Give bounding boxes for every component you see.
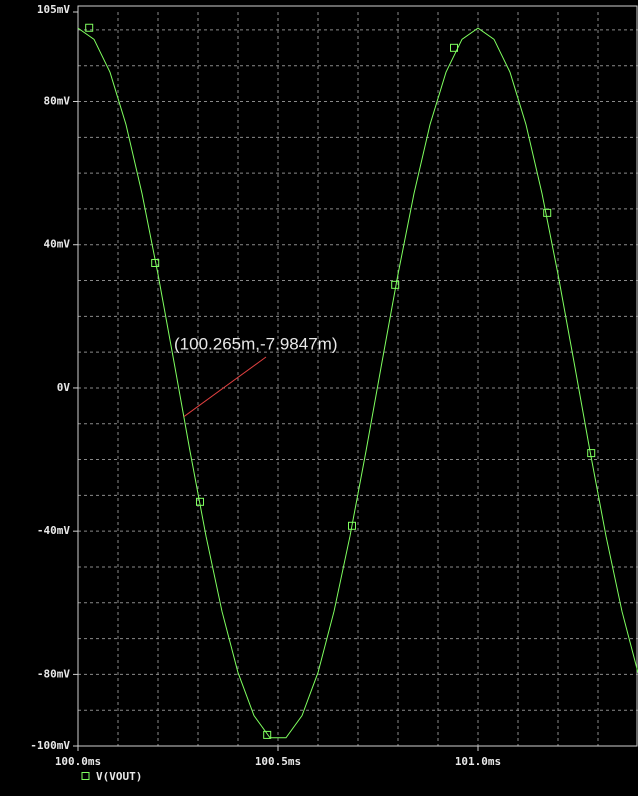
series-marker bbox=[450, 43, 458, 52]
x-tick-label: 101.0ms bbox=[455, 755, 501, 768]
y-tick-label: 0V bbox=[57, 381, 71, 394]
series-marker bbox=[151, 258, 160, 267]
series-marker bbox=[348, 521, 356, 530]
series-line bbox=[77, 27, 638, 739]
y-tick-label: 105mV bbox=[37, 3, 70, 16]
annotation-leader bbox=[183, 356, 267, 417]
series-marker bbox=[543, 208, 552, 217]
series-marker bbox=[196, 497, 204, 506]
y-tick-label: 80mV bbox=[44, 95, 71, 108]
y-tick-label: -80mV bbox=[37, 667, 70, 680]
y-tick-label: 40mV bbox=[44, 238, 71, 251]
y-tick-label: -40mV bbox=[37, 524, 70, 537]
x-tick-label: 100.0ms bbox=[55, 755, 101, 768]
series-marker bbox=[391, 280, 400, 289]
series-marker bbox=[263, 730, 272, 739]
plot-border bbox=[77, 5, 638, 747]
legend-label: V(VOUT) bbox=[96, 770, 142, 783]
annotation-label: (100.265m,-7.9847m) bbox=[174, 334, 337, 353]
x-tick-label: 100.5ms bbox=[255, 755, 301, 768]
plot bbox=[77, 23, 638, 739]
y-tick-label: -100mV bbox=[30, 739, 70, 752]
series-marker bbox=[587, 449, 596, 458]
series-marker bbox=[85, 23, 94, 32]
legend-marker bbox=[81, 772, 90, 780]
grid bbox=[77, 5, 638, 747]
